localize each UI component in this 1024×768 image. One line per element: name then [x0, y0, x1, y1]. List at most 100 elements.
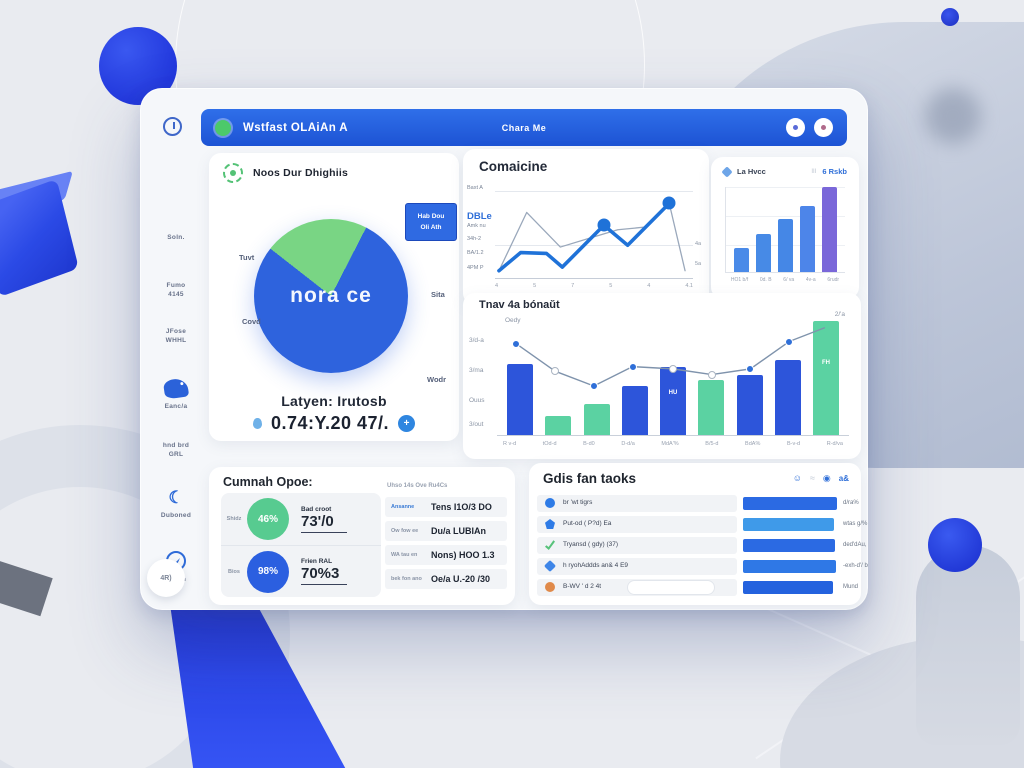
summary-list-value: Tens I1O/3 DO [431, 502, 492, 512]
blob-smudge-shape [925, 88, 981, 144]
sidebar-item-2[interactable]: Fumo 4145 [147, 281, 205, 299]
big-chart-bar[interactable] [698, 380, 725, 435]
pie-label-left-top: Tuvt [239, 253, 255, 262]
big-chart-line-dot [512, 339, 521, 348]
task-progress-bar[interactable] [743, 581, 833, 594]
sidebar-item-5[interactable]: hnd brd GRL [147, 441, 205, 459]
big-chart-bar[interactable]: HU [660, 366, 686, 435]
big-chart-x-label: R v-d [503, 441, 517, 447]
line-point-dot [597, 218, 611, 232]
big-chart-bar[interactable] [507, 364, 533, 435]
wave-icon[interactable]: ≈ [809, 473, 815, 483]
big-chart-bars: HU FH [497, 321, 849, 435]
pentagon-icon [545, 519, 555, 529]
summary-metric-label: Bad croot [301, 505, 332, 513]
summary-list-item[interactable]: WA tau en Nons) HOO 1.3 [385, 545, 507, 565]
line-chart-plot[interactable] [495, 187, 693, 279]
mini-card-label: La Hvcc [737, 167, 766, 176]
big-chart-x-label: BdA% [745, 441, 761, 447]
task-row[interactable]: Put-od ( P?d) Ea wtas g/% [535, 514, 867, 535]
circle-icon [545, 498, 555, 508]
target-icon[interactable]: ◉ [822, 473, 831, 483]
window-title: Wstfast OLAiAn A [243, 121, 348, 134]
mini-bar[interactable] [755, 233, 771, 272]
task-row-value: wtas g/% [843, 521, 868, 527]
line-x-tick: 5 [533, 283, 537, 289]
big-bar-chart-plot[interactable]: HU FH [497, 321, 849, 436]
big-chart-bar[interactable] [736, 374, 763, 435]
blue-dot-top-right [941, 8, 959, 26]
mini-bar[interactable] [822, 187, 838, 272]
sync-icon[interactable]: + [398, 415, 416, 432]
droplet-icon [252, 418, 262, 429]
task-row[interactable]: B-WV ' d 2 4t Mund [535, 577, 859, 598]
face-icon[interactable]: ☺ [792, 473, 802, 483]
mini-bar[interactable] [800, 205, 816, 272]
big-chart-line-dot [746, 364, 755, 373]
task-progress-bar[interactable] [743, 497, 837, 510]
sidebar-item-3[interactable]: JFose WHHL [147, 327, 205, 345]
window-button-1[interactable] [786, 118, 805, 137]
big-chart-line-dot [707, 370, 716, 379]
big-chart-bar[interactable] [621, 385, 648, 435]
task-progress-bar[interactable] [743, 560, 836, 573]
line-data-label: DBLe [467, 211, 492, 222]
mini-bar[interactable] [777, 219, 793, 272]
tasks-header-meta[interactable]: a& [838, 473, 849, 483]
pie-label-right: Sita [431, 290, 445, 299]
line-y-label: Baxt A [467, 185, 483, 191]
big-chart-bar[interactable]: FH [813, 321, 839, 435]
big-chart-y-label: 3/d-a [469, 337, 484, 344]
summary-list-label: WA tau en [391, 552, 418, 558]
titlebar-center-label: Chara Me [501, 122, 547, 133]
pie-card: Noos Dur Dhighiis Hab Dou Oli Ath nora c… [209, 153, 459, 441]
sidebar: Soln. Fumo 4145 JFose WHHL Eanc/a hnd brd GRL ☾ D… [147, 153, 205, 593]
sidebar-item-label: Duboned [160, 512, 192, 519]
task-row-value: ded'dAu, [843, 542, 867, 548]
big-chart-bar[interactable] [583, 404, 610, 435]
task-row-value: Mund [843, 584, 859, 590]
task-row-value: -exh-d'/ b [843, 563, 868, 569]
summary-list-item[interactable]: Ow fow ee Du/a LUBIAn [385, 521, 507, 541]
line-y-label: Amk nu [467, 223, 486, 229]
task-row[interactable]: h ryohAddds an& 4 E9 -exh-d'/ b [535, 556, 868, 577]
big-chart-line-dot [628, 362, 637, 371]
summary-list-value: Nons) HOO 1.3 [431, 550, 495, 560]
mini-card-link[interactable]: 6 Rskb [822, 167, 847, 176]
big-chart-bar[interactable] [545, 415, 572, 435]
summary-stat-metric: Frien RAL 70%3 [301, 558, 347, 585]
big-chart-line-dot [589, 381, 598, 390]
sidebar-item-1[interactable]: Soln. [147, 233, 205, 242]
task-progress-bar[interactable] [743, 518, 834, 531]
big-chart-x-label: B-v-d [786, 441, 801, 447]
big-chart-x-label: R-d/va [826, 441, 843, 447]
sidebar-item-sub: WHHL [165, 337, 187, 344]
summary-metric-label: Frien RAL [301, 558, 333, 565]
bird-icon [162, 377, 190, 400]
mini-bar-x-label: 0d. B [759, 277, 772, 283]
line-x-tick: 7 [571, 283, 575, 289]
summary-list-item[interactable]: bek fon ano Oe/a U.-20 /30 [385, 569, 507, 589]
mini-bar-chart[interactable] [725, 187, 845, 273]
pie-chart[interactable]: nora ce [254, 219, 408, 373]
big-chart-right-label: 2/'a [834, 311, 845, 318]
task-row[interactable]: br 'wt tigrs d/ra% [535, 493, 859, 514]
sidebar-item-4[interactable]: Eanc/a [147, 377, 205, 411]
mini-bar[interactable] [733, 248, 749, 272]
big-chart-x-label: MdA'% [661, 441, 679, 447]
big-chart-bar[interactable] [774, 359, 801, 435]
window-button-2[interactable] [814, 118, 833, 137]
tasks-card: Gdis fan taoks ☺ ≈ ◉ a& br 'wt tigrs d/ra… [529, 463, 868, 605]
sidebar-bottom-badge[interactable]: 4R) [147, 559, 185, 597]
line-x-tick: 4 [495, 283, 499, 289]
line-right-label: 4a [695, 241, 702, 247]
pie-card-button[interactable]: Hab Dou Oli Ath [405, 203, 457, 241]
summary-list-item[interactable]: Ansanne Tens I1O/3 DO [385, 497, 507, 517]
summary-stat-circle: 98% [247, 550, 289, 593]
badge-icon [223, 163, 243, 183]
task-row[interactable]: Tryansd ( gdy) (37) ded'dAu, [535, 535, 867, 556]
task-progress-bar[interactable] [743, 539, 835, 552]
sidebar-item-label: Fumo [166, 282, 186, 289]
sidebar-item-sub: 4145 [168, 291, 184, 298]
sidebar-item-6[interactable]: ☾ Duboned [147, 489, 205, 520]
